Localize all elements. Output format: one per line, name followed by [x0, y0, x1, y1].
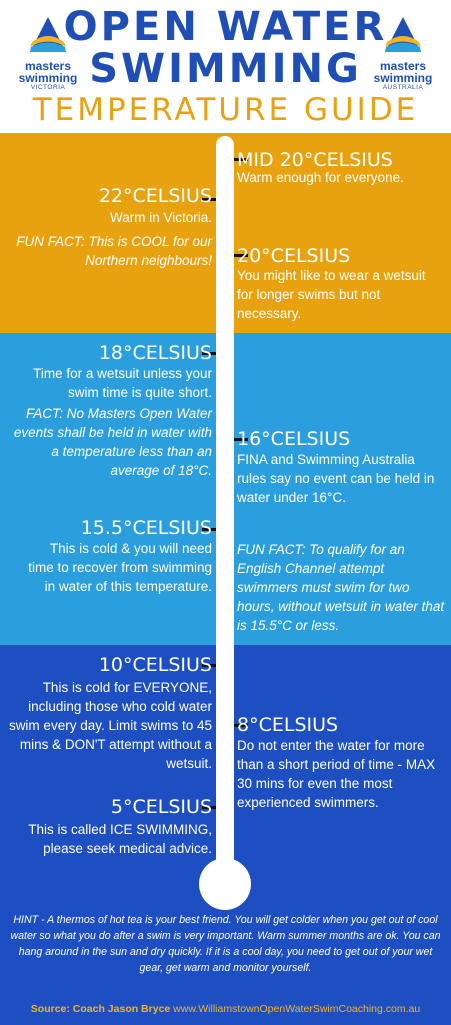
- logo-left-line2: swimming: [18, 71, 78, 85]
- masters-swimming-australia-logo: masters swimming AUSTRALIA: [367, 14, 439, 94]
- logo-left-line3: VICTORIA: [30, 84, 66, 91]
- hint-text: HINT - A thermos of hot tea is your best…: [10, 914, 441, 974]
- t18-fact: FACT: No Masters Open Water events shall…: [13, 406, 212, 478]
- source-label: Source: Coach Jason Bryce: [30, 1003, 171, 1015]
- title-line1: OPEN WATER: [63, 4, 388, 50]
- logo-right-line2: swimming: [373, 71, 433, 85]
- tick-20: [234, 254, 248, 257]
- t10-text: This is cold for EVERYONE, including tho…: [8, 680, 212, 771]
- logo-left-line1: masters: [24, 59, 72, 73]
- t22-heading: 22°CELSIUS: [98, 185, 212, 207]
- thermometer-bulb: [199, 858, 251, 910]
- mid20-text: Warm enough for everyone.: [237, 170, 404, 185]
- t155-fact: FUN FACT: To qualify for an English Chan…: [237, 542, 445, 633]
- tick-5: [202, 806, 216, 809]
- t5-heading: 5°CELSIUS: [110, 796, 212, 818]
- source-url[interactable]: www.WilliamstownOpenWaterSwimCoaching.co…: [173, 1003, 421, 1015]
- tick-18: [202, 352, 216, 355]
- tick-mid20: [234, 158, 248, 161]
- masters-swimming-logo-icon: [385, 17, 421, 52]
- t16-heading: 16°CELSIUS: [237, 428, 351, 450]
- mid20-heading: MID 20°CELSIUS: [237, 149, 393, 171]
- footer-band: [0, 900, 451, 1025]
- masters-swimming-logo-icon: [30, 17, 66, 52]
- t10-heading: 10°CELSIUS: [98, 654, 212, 676]
- t5-text: This is called ICE SWIMMING, please seek…: [28, 822, 212, 856]
- subtitle: TEMPERATURE GUIDE: [32, 92, 419, 128]
- t18-heading: 18°CELSIUS: [98, 342, 212, 364]
- t8-heading: 8°CELSIUS: [237, 714, 339, 736]
- tick-155: [202, 528, 216, 531]
- t20-text: You might like to wear a wetsuit for lon…: [237, 268, 426, 321]
- title-line2: SWIMMING: [89, 46, 362, 92]
- t8-text: Do not enter the water for more than a s…: [237, 738, 436, 810]
- header: masters swimming VICTORIA OPEN WATER SWI…: [0, 0, 451, 133]
- t16-text: FINA and Swimming Australia rules say no…: [237, 452, 435, 505]
- masters-swimming-victoria-logo: masters swimming VICTORIA: [12, 14, 84, 94]
- t155-text: This is cold & you will need time to rec…: [28, 541, 212, 594]
- logo-right-line1: masters: [379, 59, 427, 73]
- thermometer-icon: [216, 136, 234, 896]
- t22-text: Warm in Victoria.: [109, 210, 212, 225]
- tick-8: [234, 724, 248, 727]
- source-line: Source: Coach Jason Bryce www.Williamsto…: [0, 1002, 451, 1016]
- t20-heading: 20°CELSIUS: [237, 245, 351, 267]
- t18-text: Time for a wetsuit unless your swim time…: [33, 366, 212, 400]
- t22-fact: FUN FACT: This is COOL for our Northern …: [16, 234, 212, 268]
- tick-22: [202, 198, 216, 201]
- tick-16: [234, 438, 248, 441]
- tick-10: [202, 664, 216, 667]
- t155-heading: 15.5°CELSIUS: [80, 517, 212, 539]
- logo-right-line3: AUSTRALIA: [382, 84, 424, 91]
